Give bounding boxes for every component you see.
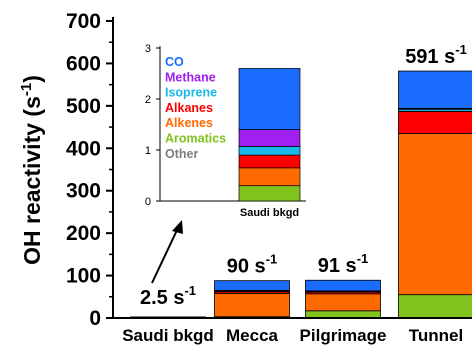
- bar-pilgrimage-co: [305, 279, 381, 292]
- total-labels: 2.5 s-1 90 s-1 91 s-1 591 s-1: [140, 42, 467, 309]
- y-tick-label-0: 0: [89, 307, 101, 330]
- bar-stack-mecca: [214, 280, 290, 319]
- bar-tunnel-co: [398, 70, 472, 109]
- x-tick-label-saudi-bkgd: Saudi bkgd: [122, 326, 214, 345]
- main-axis: 0 100 200 300 400 500 600 700 Saudi bkgd Mecca Pil…: [66, 10, 472, 345]
- y-tick-label-300: 300: [66, 180, 101, 203]
- y-tick-label-200: 200: [66, 222, 101, 245]
- inset-chart: 0 1 2 3 Saudi bkgd: [130, 38, 308, 222]
- total-label-pilgrimage: 91 s-1: [318, 251, 369, 277]
- arrow-head: [172, 220, 183, 234]
- legend-entry-co: CO: [165, 55, 184, 69]
- total-label-saudi-bkgd: 2.5 s-1: [140, 283, 196, 309]
- inset-y-tick-label-1: 1: [145, 145, 151, 157]
- y-tick-label-500: 500: [66, 95, 101, 118]
- inset-arrow: [151, 220, 183, 284]
- bar-mecca-alkenes: [214, 292, 290, 318]
- inset-bar-isoprene: [238, 146, 301, 156]
- inset-bar-methane: [238, 129, 301, 147]
- inset-y-tick-label-2: 2: [145, 94, 151, 106]
- arrow-shaft: [151, 227, 179, 284]
- legend-entry-aromatics: Aromatics: [165, 132, 226, 146]
- bar-tunnel-alkanes: [398, 110, 472, 134]
- bar-pilgrimage-alkenes: [305, 293, 381, 312]
- y-tick-label-600: 600: [66, 52, 101, 75]
- inset-bar-alkenes: [238, 167, 301, 187]
- legend-entry-alkanes: Alkanes: [165, 101, 213, 115]
- x-tick-label-tunnel: Tunnel: [409, 326, 463, 345]
- inset-bar-alkanes: [238, 154, 301, 169]
- legend-entry-methane: Methane: [165, 70, 216, 84]
- legend-entry-other: Other: [165, 147, 198, 161]
- y-axis-label: OH reactivity (s-1): [18, 75, 45, 265]
- x-tick-label-mecca: Mecca: [226, 326, 279, 345]
- bar-tunnel-aromatics: [398, 294, 472, 319]
- total-label-tunnel: 591 s-1: [405, 42, 467, 68]
- inset-y-tick-label-0: 0: [145, 196, 151, 208]
- inset-y-tick-label-3: 3: [145, 43, 151, 55]
- inset-x-label: Saudi bkgd: [240, 207, 299, 219]
- y-tick-label-100: 100: [66, 265, 101, 288]
- y-tick-label-700: 700: [66, 10, 101, 33]
- total-label-mecca: 90 s-1: [227, 252, 278, 278]
- x-tick-label-pilgrimage: Pilgrimage: [300, 326, 387, 345]
- legend-entry-alkenes: Alkenes: [165, 116, 213, 130]
- inset-bar-aromatics: [238, 185, 301, 202]
- bar-stack-tunnel: [398, 70, 472, 319]
- legend-entry-isoprene: Isoprene: [165, 86, 217, 100]
- bar-tunnel-alkenes: [398, 133, 472, 296]
- bar-stack-pilgrimage: [305, 279, 381, 319]
- inset-bar-co: [238, 68, 301, 130]
- y-tick-label-400: 400: [66, 137, 101, 160]
- bar-mecca-co: [214, 280, 290, 291]
- bar-pilgrimage-aromatics: [305, 310, 381, 319]
